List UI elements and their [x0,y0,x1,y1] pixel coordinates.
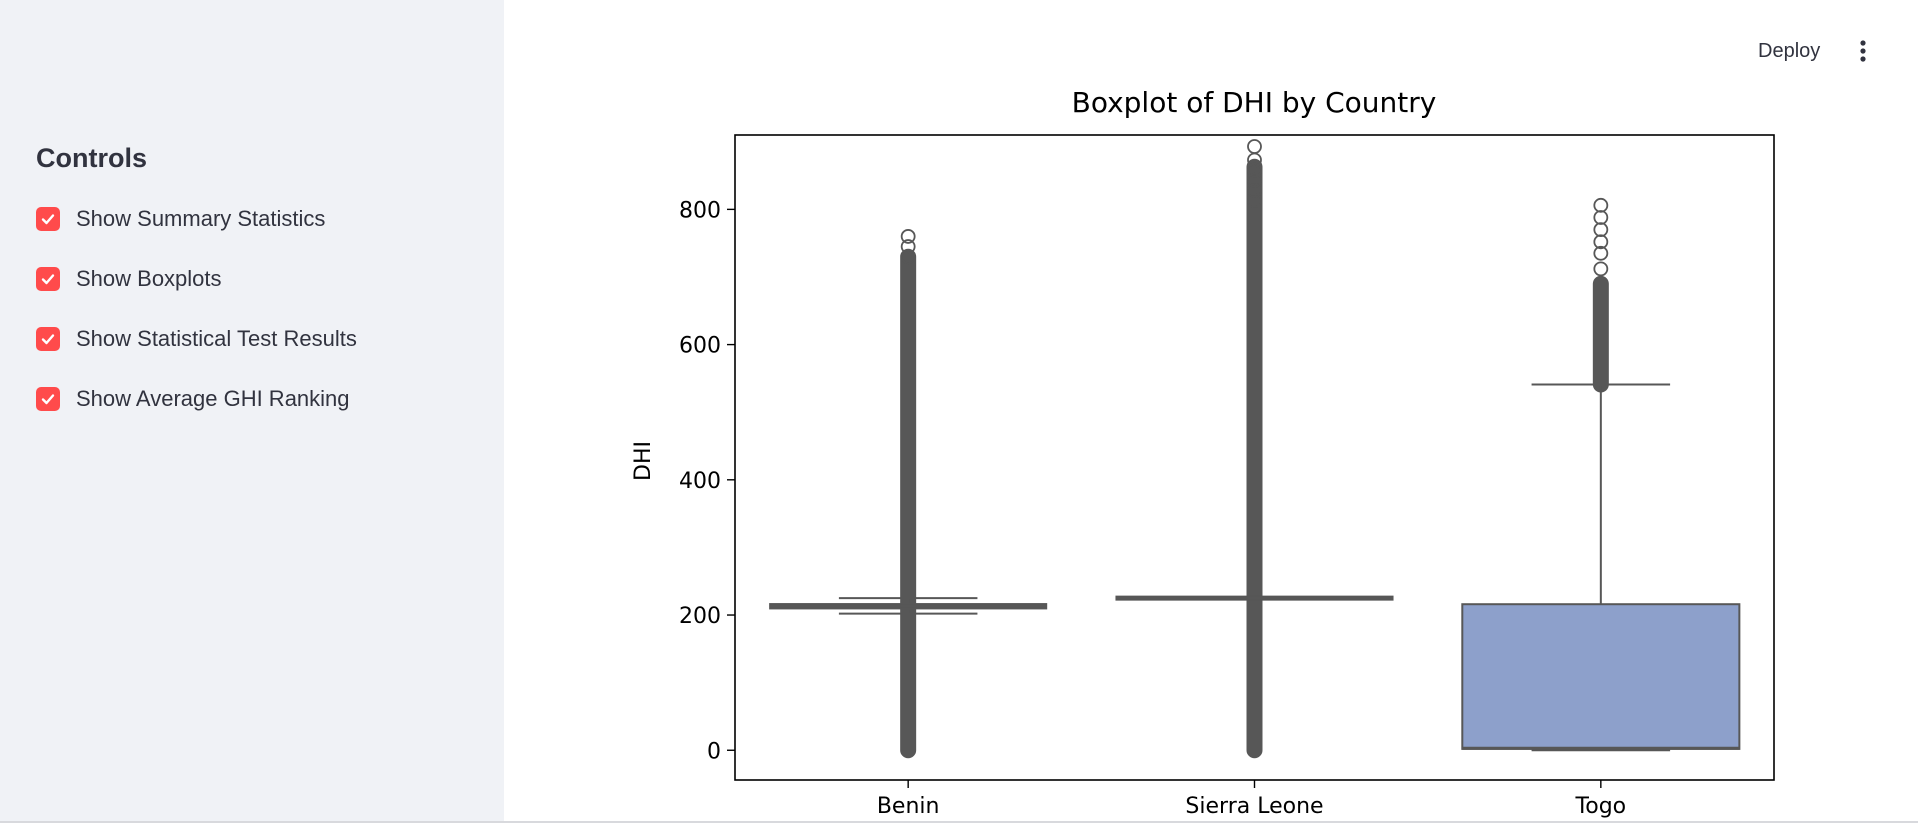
outlier-point [1247,172,1262,188]
outlier-point [1593,261,1609,277]
sidebar: Controls Show Summary Statistics Show Bo… [0,0,504,823]
y-tick-label: 600 [679,334,721,359]
y-tick-label: 0 [707,739,721,764]
outlier-point [1247,193,1262,208]
sidebar-title: Controls [36,143,147,173]
boxplot-chart: Boxplot of DHI by Country DHI 0 200 400 600… [631,86,1775,819]
checkbox-show-summary-statistics[interactable]: Show Summary Statistics [36,204,325,234]
plot-frame [734,134,1775,781]
x-tick-label: Sierra Leone [1185,794,1323,819]
outlier-point [1593,210,1609,225]
y-tick-label: 200 [679,604,721,629]
outlier-point [1247,162,1262,178]
checkbox-show-average-ghi-ranking[interactable]: Show Average GHI Ranking [36,384,350,414]
x-tick-label: Benin [877,794,940,819]
outlier-point [1247,139,1262,154]
outlier-point [1593,197,1609,213]
checkbox-label: Show Summary Statistics [76,206,326,231]
outlier-point [1247,183,1262,198]
checkbox-checked-icon[interactable] [36,267,60,291]
checkbox-checked-icon[interactable] [36,327,60,351]
y-tick-label: 400 [679,469,721,494]
outlier-point [1593,222,1609,238]
checkbox-show-statistical-test-results[interactable]: Show Statistical Test Results [36,324,357,354]
outlier-point [900,249,916,265]
checkbox-label: Show Average GHI Ranking [76,386,350,411]
checkbox-label: Show Statistical Test Results [76,326,357,351]
vertical-ellipsis-icon[interactable] [1846,34,1880,68]
chart-title: Boxplot of DHI by Country [1072,86,1437,119]
checkbox-label: Show Boxplots [76,266,222,291]
x-tick-label: Togo [1575,794,1627,819]
checkbox-checked-icon[interactable] [36,207,60,231]
checkbox-show-boxplots[interactable]: Show Boxplots [36,264,222,294]
box [1461,603,1741,750]
y-axis-label: DHI [631,441,656,481]
outlier-point [900,239,916,254]
outlier-point [1593,245,1609,261]
checkbox-checked-icon[interactable] [36,387,60,411]
y-tick-label: 800 [679,198,721,223]
divider [0,821,1918,823]
deploy-button[interactable]: Deploy [1758,39,1821,62]
outlier-point [900,229,916,244]
